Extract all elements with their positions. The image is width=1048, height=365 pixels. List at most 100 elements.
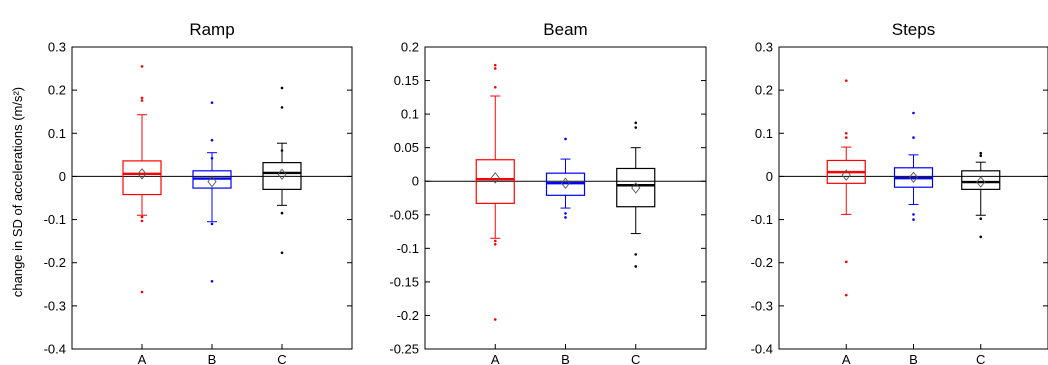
outlier-point: [844, 260, 848, 264]
iqr-box: [262, 162, 302, 190]
outlier-point: [564, 216, 567, 219]
outlier-point: [912, 218, 915, 221]
outlier-point: [210, 222, 214, 226]
outlier-point: [140, 65, 144, 68]
outlier-point: [280, 86, 284, 90]
y-tick-label: 0.3: [755, 40, 773, 55]
iqr-box: [475, 159, 515, 204]
panel-steps: Steps -0.4 -0.3 -0.2 -0.1 0 0.1 0.2 0.3 A B C: [751, 20, 1048, 365]
outlier-point: [140, 290, 144, 294]
y-tick-label: -0.15: [389, 274, 419, 289]
y-tick-label: -0.2: [44, 255, 66, 270]
outlier-point: [280, 211, 284, 215]
outlier-point: [493, 85, 497, 89]
box-a: [826, 79, 866, 297]
y-tick-label: -0.05: [389, 207, 419, 222]
outlier-point: [493, 318, 497, 321]
x-tick-label: A: [491, 352, 500, 365]
outlier-point: [912, 136, 915, 139]
panel-ramp: Ramp -0.4 -0.3 -0.2 -0.1 0 0.1 0.2 0.3 A B C: [44, 20, 353, 365]
x-tick-label: C: [277, 352, 286, 365]
box-b: [893, 111, 934, 221]
outlier-point: [844, 131, 848, 135]
outlier-point: [634, 121, 638, 125]
panel-title: Beam: [543, 20, 587, 39]
outlier-point: [634, 265, 638, 268]
y-tick-label: 0: [412, 174, 419, 189]
y-tick-label: -0.1: [751, 212, 773, 227]
box-a: [122, 65, 162, 294]
outlier-point: [493, 67, 497, 70]
x-tick-label: B: [208, 352, 217, 365]
outlier-point: [844, 136, 848, 139]
x-tick-label: B: [561, 352, 570, 365]
mean-marker: [490, 172, 500, 184]
y-tick-label: -0.3: [44, 298, 66, 313]
y-tick-label: -0.25: [389, 342, 419, 357]
outlier-point: [634, 253, 638, 256]
y-tick-label: 0.05: [394, 140, 419, 155]
outlier-point: [210, 101, 214, 104]
y-tick-label: -0.1: [397, 241, 419, 256]
y-axis-label: change in SD of accelerations (m/s²): [10, 87, 25, 297]
y-tick-label: 0.1: [401, 107, 419, 122]
y-tick-label: -0.4: [44, 342, 66, 357]
box-b: [192, 101, 232, 283]
outlier-point: [979, 154, 983, 158]
mean-marker: [631, 182, 641, 194]
mean-marker: [841, 169, 851, 181]
mean-marker: [560, 177, 571, 189]
outlier-point: [210, 138, 214, 142]
outlier-point: [564, 137, 567, 141]
box-a: [475, 63, 515, 321]
x-tick-label: C: [976, 352, 985, 365]
y-tick-label: 0.2: [48, 83, 66, 98]
y-tick-label: 0.2: [401, 40, 419, 55]
outlier-point: [493, 239, 497, 243]
outlier-point: [493, 243, 497, 246]
chart-panels: Ramp -0.4 -0.3 -0.2 -0.1 0 0.1 0.2 0.3 A B C Beam -0.…: [44, 20, 1048, 365]
y-tick-label: 0.3: [48, 40, 66, 55]
outlier-point: [844, 79, 848, 82]
outlier-point: [140, 215, 144, 219]
y-tick-label: 0.2: [755, 83, 773, 98]
outlier-point: [210, 157, 214, 160]
mean-marker: [137, 168, 147, 180]
y-tick-label: 0.1: [755, 126, 773, 141]
x-tick-label: A: [138, 352, 147, 365]
outlier-point: [634, 126, 638, 129]
y-tick-label: 0: [766, 169, 773, 184]
y-tick-label: 0.15: [394, 73, 419, 88]
y-tick-label: 0.1: [48, 126, 66, 141]
y-tick-label: 0: [59, 169, 66, 184]
mean-marker: [207, 175, 217, 188]
box-c: [616, 121, 656, 268]
outlier-point: [979, 235, 983, 239]
outlier-point: [564, 212, 567, 215]
y-tick-label: -0.3: [751, 298, 773, 313]
y-tick-label: -0.2: [751, 255, 773, 270]
outlier-point: [280, 106, 284, 109]
outlier-point: [979, 151, 983, 155]
outlier-point: [140, 96, 144, 100]
y-tick-label: -0.2: [397, 308, 419, 323]
outlier-point: [979, 217, 983, 221]
outlier-point: [280, 251, 284, 255]
box-c: [262, 86, 302, 255]
iqr-box: [961, 170, 1001, 190]
x-tick-label: B: [909, 352, 918, 365]
outlier-point: [912, 111, 915, 115]
box-b: [545, 137, 586, 219]
box-c: [961, 151, 1001, 239]
mean-marker: [277, 168, 287, 180]
panel-beam: Beam -0.25 -0.2 -0.15 -0.1 -0.05 0 0.05 0.1 0.15 0…: [389, 20, 707, 365]
outlier-point: [140, 99, 144, 102]
mean-marker: [976, 176, 986, 188]
mean-marker: [908, 171, 919, 184]
outlier-point: [912, 213, 915, 216]
outlier-point: [210, 279, 214, 283]
panel-title: Ramp: [189, 20, 234, 39]
iqr-box: [122, 160, 162, 196]
outlier-point: [844, 293, 848, 297]
